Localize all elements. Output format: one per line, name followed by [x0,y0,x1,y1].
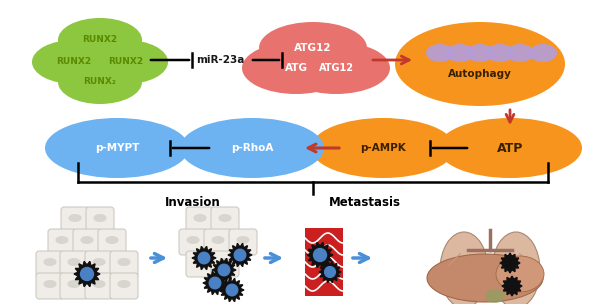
Ellipse shape [118,258,131,266]
Ellipse shape [506,44,534,62]
Circle shape [234,249,246,261]
Text: ATP: ATP [497,141,523,154]
Text: Invasion: Invasion [165,195,221,209]
Ellipse shape [58,18,142,62]
Ellipse shape [426,44,454,62]
Ellipse shape [67,258,80,266]
Ellipse shape [80,236,94,244]
Ellipse shape [466,44,494,62]
FancyBboxPatch shape [85,251,113,277]
Polygon shape [228,243,252,267]
Text: RUNX₂: RUNX₂ [83,78,116,87]
Text: RUNX2: RUNX2 [56,57,92,67]
Circle shape [314,249,326,261]
Ellipse shape [427,254,543,302]
Polygon shape [319,261,341,283]
Ellipse shape [193,214,206,222]
FancyBboxPatch shape [61,207,89,233]
Circle shape [325,267,335,277]
FancyBboxPatch shape [305,228,343,296]
Text: ATG12: ATG12 [294,43,332,53]
Ellipse shape [282,42,390,94]
Ellipse shape [92,258,106,266]
Ellipse shape [438,118,582,178]
Ellipse shape [106,236,119,244]
Ellipse shape [43,258,56,266]
Text: Autophagy: Autophagy [448,69,512,79]
Circle shape [507,281,517,291]
FancyBboxPatch shape [179,229,207,255]
Text: p-RhoA: p-RhoA [231,143,273,153]
Circle shape [218,264,230,276]
Text: Metastasis: Metastasis [329,195,401,209]
Ellipse shape [92,280,106,288]
Circle shape [80,268,94,281]
Ellipse shape [84,40,168,84]
Circle shape [226,284,238,296]
Polygon shape [220,278,244,302]
Ellipse shape [485,289,505,303]
FancyBboxPatch shape [186,251,214,277]
FancyBboxPatch shape [73,229,101,255]
Circle shape [198,252,210,264]
Ellipse shape [193,258,206,266]
Ellipse shape [236,236,250,244]
Ellipse shape [43,280,56,288]
Polygon shape [212,258,236,282]
FancyBboxPatch shape [36,251,64,277]
FancyBboxPatch shape [36,273,64,299]
Text: p-AMPK: p-AMPK [360,143,406,153]
Ellipse shape [118,280,131,288]
FancyBboxPatch shape [229,229,257,255]
Circle shape [505,258,515,268]
Ellipse shape [446,44,474,62]
Ellipse shape [242,42,350,94]
FancyBboxPatch shape [186,207,214,233]
Text: p-MYPT: p-MYPT [95,143,139,153]
Ellipse shape [187,236,200,244]
Ellipse shape [94,214,107,222]
Text: ATG12: ATG12 [319,63,353,73]
FancyBboxPatch shape [98,229,126,255]
Polygon shape [500,253,520,273]
FancyBboxPatch shape [211,207,239,233]
Ellipse shape [32,40,116,84]
Ellipse shape [492,232,540,304]
Ellipse shape [529,44,557,62]
FancyBboxPatch shape [204,229,232,255]
Ellipse shape [67,280,80,288]
Ellipse shape [311,118,455,178]
Ellipse shape [259,22,367,74]
FancyBboxPatch shape [211,251,239,277]
Ellipse shape [218,258,232,266]
Polygon shape [74,261,100,287]
Ellipse shape [486,44,514,62]
Polygon shape [192,246,216,270]
Ellipse shape [440,232,488,304]
FancyBboxPatch shape [60,251,88,277]
FancyBboxPatch shape [60,273,88,299]
FancyBboxPatch shape [86,207,114,233]
Ellipse shape [45,118,189,178]
Polygon shape [502,276,522,296]
Text: ATG: ATG [284,63,308,73]
Polygon shape [307,242,333,268]
Text: miR-23a: miR-23a [196,55,244,65]
FancyBboxPatch shape [110,273,138,299]
Ellipse shape [496,256,544,292]
Ellipse shape [58,60,142,104]
Text: RUNX2: RUNX2 [82,36,118,44]
Ellipse shape [395,22,565,106]
FancyBboxPatch shape [110,251,138,277]
Ellipse shape [180,118,324,178]
Ellipse shape [55,236,68,244]
Ellipse shape [218,214,232,222]
FancyBboxPatch shape [48,229,76,255]
Polygon shape [203,271,227,295]
Ellipse shape [68,214,82,222]
Circle shape [209,277,221,289]
FancyBboxPatch shape [85,273,113,299]
Text: RUNX2: RUNX2 [109,57,143,67]
Ellipse shape [211,236,224,244]
